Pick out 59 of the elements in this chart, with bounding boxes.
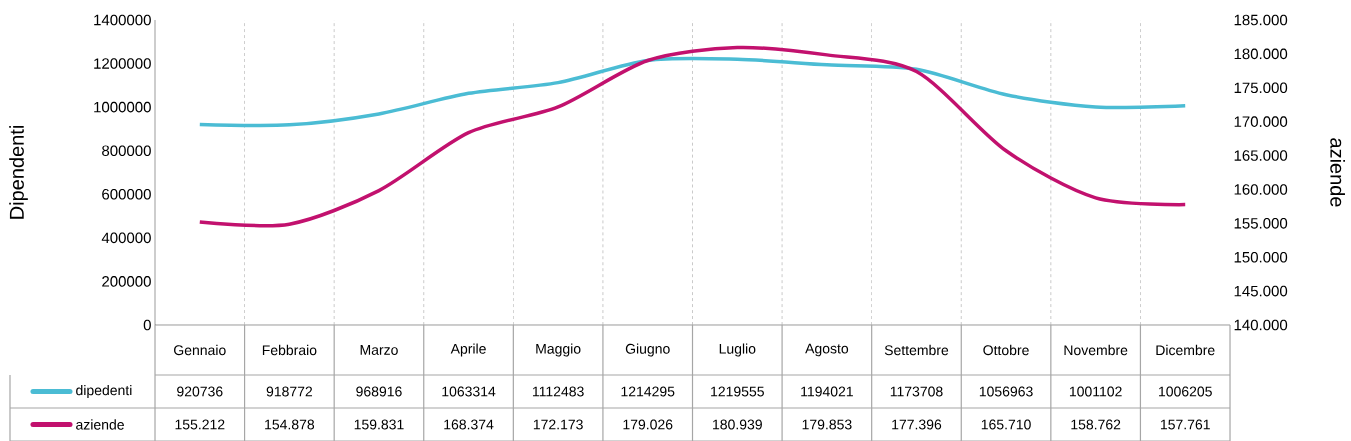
data-label: 158.762: [1071, 419, 1121, 430]
x-tick-label: Aprile: [450, 343, 486, 357]
data-label: 1112483: [532, 386, 584, 397]
x-tick-label: Marzo: [360, 345, 398, 355]
x-tick-label: Maggio: [536, 343, 581, 357]
data-label: 1194021: [801, 386, 853, 397]
data-label: 172.173: [533, 419, 583, 430]
y-tick-label: 0: [143, 319, 151, 331]
y2-tick-label: 160.000: [1234, 184, 1288, 195]
data-label: 1173708: [890, 386, 943, 397]
y-tick-label: 400000: [101, 232, 151, 244]
data-label: 165.710: [981, 419, 1031, 430]
x-tick-label: Ottobre: [983, 344, 1029, 356]
data-label: 1214295: [621, 386, 675, 397]
x-tick-label: Agosto: [805, 343, 849, 357]
y2-tick-label: 155.000: [1234, 218, 1288, 229]
data-label: 1063314: [442, 386, 496, 397]
data-label: 179.853: [802, 419, 852, 430]
data-label: 1056963: [979, 386, 1033, 397]
data-label: 157.761: [1160, 419, 1210, 430]
data-label: 177.396: [892, 419, 942, 430]
y2-tick-label: 180.000: [1234, 48, 1288, 60]
y-tick-label: 200000: [102, 276, 151, 287]
y-axis-title: Dipendenti: [9, 126, 28, 219]
y2-tick-label: 170.000: [1234, 116, 1288, 127]
legend-label: dipedenti: [76, 384, 132, 399]
y2-tick-label: 165.000: [1234, 150, 1288, 161]
x-tick-label: Novembre: [1064, 344, 1128, 356]
data-label: 1001102: [1069, 386, 1122, 397]
x-tick-label: Luglio: [719, 343, 756, 357]
line-series: [198, 56, 1187, 128]
x-tick-label: Febbraio: [262, 344, 317, 356]
x-tick-label: Dicembre: [1156, 344, 1215, 356]
y-tick-label: 1000000: [94, 101, 151, 113]
y2-axis-title: aziende: [1330, 138, 1345, 207]
y-tick-label: 600000: [102, 188, 151, 200]
x-tick-label: Gennaio: [174, 344, 226, 356]
data-label: 918772: [266, 386, 313, 397]
data-label: 154.878: [265, 419, 315, 430]
data-label: 1219555: [711, 386, 764, 397]
data-label: 180.939: [713, 419, 762, 430]
y2-tick-label: 140.000: [1234, 319, 1288, 331]
data-label: 920736: [177, 386, 223, 397]
data-label: 168.374: [444, 419, 494, 430]
y-tick-label: 1400000: [94, 14, 151, 26]
x-tick-label: Settembre: [884, 344, 949, 356]
y-tick-label: 1200000: [94, 58, 151, 69]
y2-tick-label: 150.000: [1234, 251, 1288, 263]
y2-tick-label: 185.000: [1234, 14, 1288, 26]
data-label: 1006205: [1159, 386, 1212, 397]
x-tick-label: Giugno: [625, 343, 670, 357]
data-label: 155.212: [175, 419, 225, 430]
y-tick-label: 800000: [102, 145, 151, 157]
data-label: 179.026: [623, 419, 673, 430]
legend-label: aziende: [76, 419, 124, 430]
y2-tick-label: 175.000: [1234, 82, 1288, 94]
y2-tick-label: 145.000: [1234, 285, 1288, 297]
data-label: 968916: [356, 386, 402, 397]
data-label: 159.831: [354, 419, 404, 430]
